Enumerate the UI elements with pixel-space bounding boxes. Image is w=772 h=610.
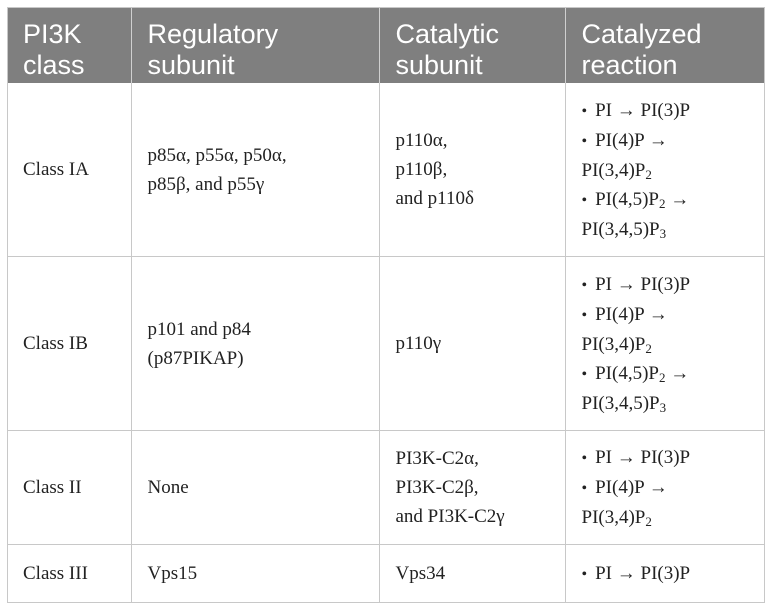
reaction-arrow: → [665,362,690,384]
reaction-item: PI(4)P → [582,473,756,503]
regulatory-line: p101 and p84 [147,318,251,340]
cell-pi3k-class: Class II [7,430,132,545]
class-label: Class IA [23,159,89,181]
reaction-item: PI(4)P → [582,300,756,330]
reaction-product: PI(3,4)P2 [582,156,756,185]
table-row: Class II None PI3K-C2α, PI3K-C2β, and PI3K-C… [7,430,765,545]
regulatory-line: p85α, p55α, p50α, [147,144,287,166]
table-body: Class IA p85α, p55α, p50α, p85β, and p55γ p… [7,83,765,603]
reaction-from: PI → PI(3)P [595,99,691,121]
catalytic-line: PI3K-C2β, [395,476,479,498]
cell-catalytic-subunit: PI3K-C2α, PI3K-C2β, and PI3K-C2γ [379,430,566,545]
reaction-from: PI(4)P → [595,129,668,151]
reaction-item: PI(4)P → [582,126,756,156]
regulatory-line: p85β, and p55γ [147,173,265,195]
regulatory-line: Vps15 [147,563,198,585]
subscript: 2 [658,369,666,385]
reaction-from: PI(4,5)P [595,362,659,384]
table-header: PI3K class Regulatory subunit Catalytic … [7,7,765,83]
reaction-product: PI(3,4,5)P3 [582,389,756,418]
table-row: Class III Vps15 Vps34 PI → PI(3)P [7,544,765,603]
regulatory-line: None [147,476,189,498]
reaction-item: PI(4,5)P2 → [582,359,756,389]
cell-catalyzed-reaction: PI → PI(3)PPI(4)P →PI(3,4)P2PI(4,5)P2 →P… [565,83,765,258]
reaction-item: PI(4,5)P2 → [582,185,756,215]
subscript: 3 [659,225,667,241]
table-row: Class IA p85α, p55α, p50α, p85β, and p55γ p… [7,83,765,258]
reaction-product: PI(3,4,5)P3 [582,215,756,244]
cell-catalyzed-reaction: PI → PI(3)PPI(4)P →PI(3,4)P2PI(4,5)P2 →P… [565,256,765,431]
reaction-product: PI(3,4)P2 [582,330,756,359]
subscript: 2 [658,195,666,211]
catalytic-line: and PI3K-C2γ [395,505,505,527]
catalytic-line: PI3K-C2α, [395,447,479,469]
regulatory-line: (p87PIKAP) [147,347,244,369]
cell-catalytic-subunit: Vps34 [379,544,566,603]
reaction-to: PI(3,4,5)P [581,218,660,240]
cell-catalytic-subunit: p110γ [379,256,566,431]
reaction-from: PI → PI(3)P [595,562,691,584]
cell-pi3k-class: Class IB [7,256,132,431]
class-label: Class III [23,563,88,585]
cell-regulatory-subunit: p85α, p55α, p50α, p85β, and p55γ [131,83,380,258]
subscript: 2 [645,513,652,529]
reaction-from: PI → PI(3)P [595,273,691,295]
header-regulatory-subunit: Regulatory subunit [131,7,380,83]
catalytic-line: Vps34 [395,563,446,585]
reaction-product: PI(3,4)P2 [582,503,756,532]
catalytic-line: and p110δ [395,188,474,210]
reaction-to: PI(3,4)P [581,159,646,181]
cell-pi3k-class: Class III [7,544,132,603]
reaction-from: PI → PI(3)P [595,446,691,468]
reaction-to: PI(3,4)P [581,333,646,355]
catalytic-line: p110γ [395,333,442,354]
subscript: 2 [645,166,652,182]
reaction-arrow: → [665,188,690,210]
subscript: 2 [645,340,652,356]
reaction-from: PI(4)P → [595,476,668,498]
reaction-item: PI → PI(3)P [582,270,756,300]
cell-catalyzed-reaction: PI → PI(3)P [565,544,765,603]
reaction-item: PI → PI(3)P [582,443,756,473]
header-catalytic-subunit: Catalytic subunit [379,7,566,83]
table-row: Class IB p101 and p84 (p87PIKAP) p110γ PI → … [7,256,765,431]
cell-catalytic-subunit: p110α, p110β, and p110δ [379,83,566,258]
cell-regulatory-subunit: Vps15 [131,544,380,603]
header-catalyzed-reaction: Catalyzed reaction [565,7,765,83]
cell-regulatory-subunit: p101 and p84 (p87PIKAP) [131,256,380,431]
reaction-to: PI(3,4,5)P [581,392,660,414]
subscript: 3 [659,399,667,415]
reaction-from: PI(4,5)P [595,188,659,210]
cell-pi3k-class: Class IA [7,83,132,258]
reaction-to: PI(3,4)P [581,506,646,528]
reaction-item: PI → PI(3)P [582,96,756,126]
catalytic-line: p110β, [395,159,448,181]
class-label: Class II [23,476,82,498]
header-pi3k-class: PI3K class [7,7,132,83]
class-label: Class IB [23,333,88,354]
reaction-item: PI → PI(3)P [582,559,756,589]
header-row: PI3K class Regulatory subunit Catalytic … [7,7,765,83]
cell-regulatory-subunit: None [131,430,380,545]
reaction-from: PI(4)P → [595,303,668,325]
pi3k-class-table: PI3K class Regulatory subunit Catalytic … [7,7,765,603]
catalytic-line: p110α, [395,130,448,152]
cell-catalyzed-reaction: PI → PI(3)P PI(4)P → PI(3,4)P2 [565,430,765,545]
